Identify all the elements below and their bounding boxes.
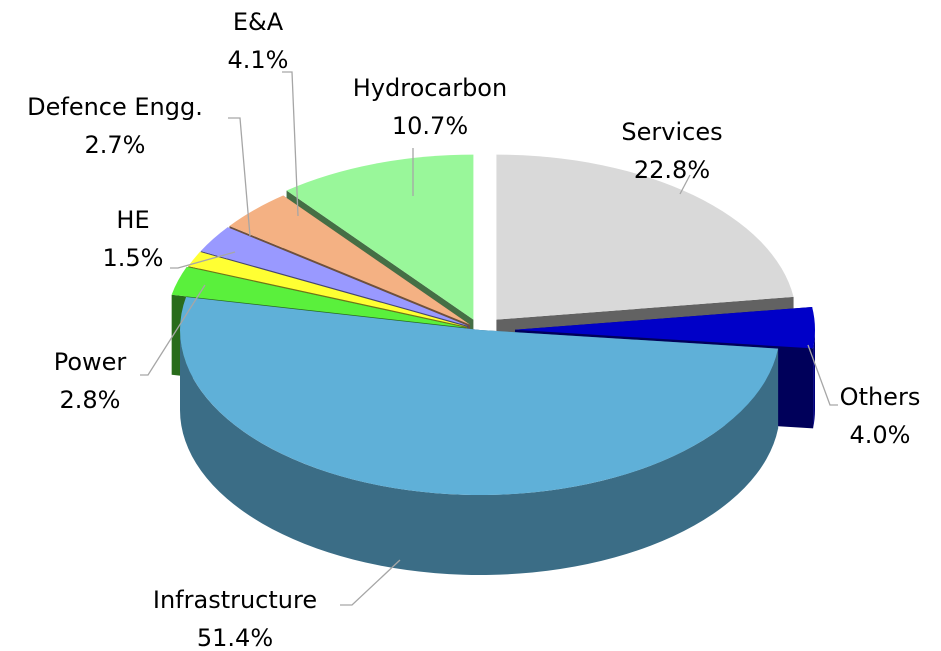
category-label: Others bbox=[840, 383, 921, 411]
data-label: Defence Engg. 2.7% bbox=[27, 93, 203, 159]
category-label: Power bbox=[54, 348, 127, 376]
category-label: Defence Engg. bbox=[27, 93, 203, 121]
leader-line bbox=[140, 284, 206, 376]
leader-line bbox=[340, 559, 401, 606]
slice-top bbox=[179, 297, 779, 496]
category-label: Infrastructure bbox=[153, 586, 317, 614]
leader-line bbox=[807, 344, 838, 406]
slice-top bbox=[496, 154, 794, 320]
category-label: HE bbox=[116, 206, 149, 234]
value-label: 2.8% bbox=[60, 386, 121, 414]
value-label: 22.8% bbox=[634, 156, 710, 184]
value-label: 2.7% bbox=[85, 131, 146, 159]
data-label: Power 2.8% bbox=[54, 348, 127, 414]
data-label: Services 22.8% bbox=[621, 118, 722, 184]
data-label: HE 1.5% bbox=[103, 206, 164, 272]
leader-line bbox=[228, 117, 251, 237]
slice-top bbox=[171, 266, 466, 328]
slice-side bbox=[813, 329, 815, 429]
slice-side bbox=[180, 330, 779, 575]
value-label: 4.1% bbox=[228, 46, 289, 74]
data-label: Others 4.0% bbox=[840, 383, 921, 449]
leader-line bbox=[170, 251, 236, 269]
category-label: Services bbox=[621, 118, 722, 146]
leader-line bbox=[282, 71, 299, 217]
value-label: 51.4% bbox=[197, 624, 273, 651]
value-label: 1.5% bbox=[103, 244, 164, 272]
slice-top bbox=[286, 154, 474, 320]
category-label: Hydrocarbon bbox=[353, 74, 507, 102]
slice-top bbox=[188, 251, 468, 327]
value-label: 4.0% bbox=[850, 421, 911, 449]
data-label: E&A 4.1% bbox=[228, 8, 289, 74]
slice-top bbox=[229, 195, 470, 325]
slice bbox=[179, 297, 779, 575]
leader-line bbox=[679, 174, 691, 195]
category-label: E&A bbox=[233, 8, 284, 36]
value-label: 10.7% bbox=[392, 112, 468, 140]
data-label: Hydrocarbon 10.7% bbox=[353, 74, 507, 140]
data-label: Infrastructure 51.4% bbox=[153, 586, 317, 651]
slice-top bbox=[200, 227, 469, 326]
slice-top bbox=[514, 307, 815, 349]
